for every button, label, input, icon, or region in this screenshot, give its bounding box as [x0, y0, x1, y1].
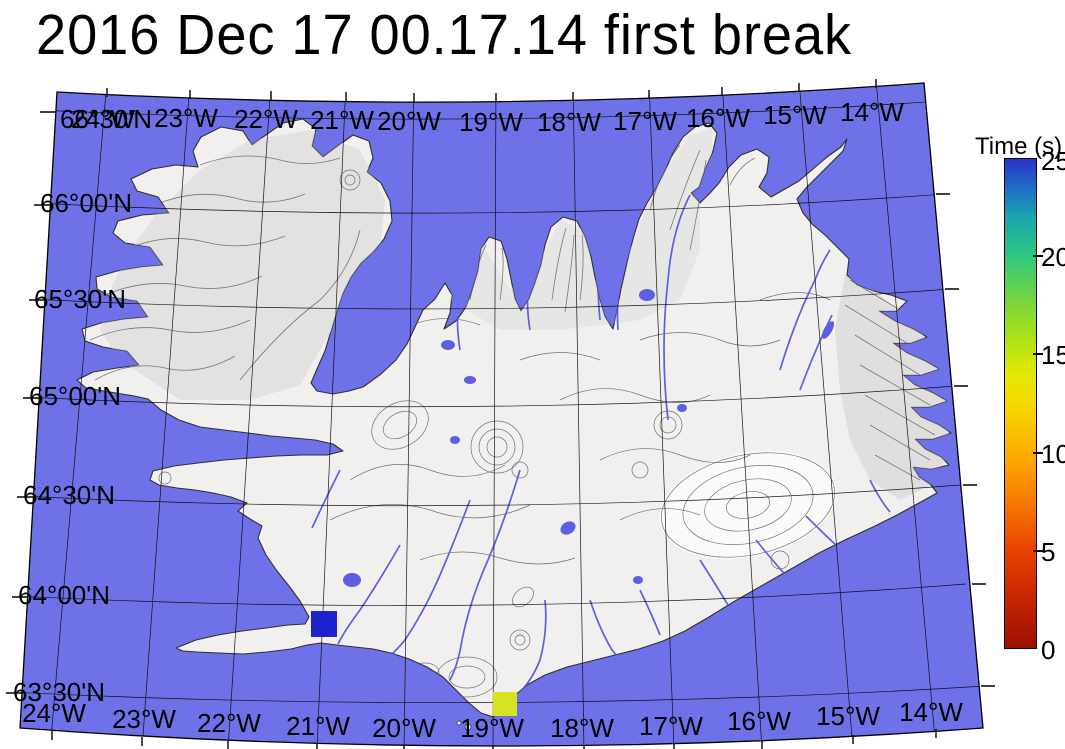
grid-label-top-66-30n: 66°30'N: [60, 104, 152, 134]
grid-label-bottom-16w: 16°W: [727, 706, 791, 736]
grid-label-left-64-30n: 64°30'N: [23, 480, 115, 510]
colorbar-tick-0: 0: [1041, 635, 1056, 665]
grid-label-top-23w: 23°W: [154, 103, 218, 133]
grid-label-top-15w: 15°W: [763, 100, 827, 130]
grid-label-top-18w: 18°W: [537, 107, 601, 137]
grid-label-bottom-19w: 19°W: [460, 713, 524, 743]
map-frame: [19, 82, 984, 747]
lakes: [343, 289, 835, 587]
grid-label-left-64-00n: 64°00'N: [18, 580, 110, 610]
colorbar-gradient: [1005, 159, 1036, 648]
grid-label-top-22w: 22°W: [234, 104, 298, 134]
offshore-islands: [456, 720, 472, 731]
grid-label-left-63-30n: 63°30'N: [13, 677, 105, 707]
colorbar-tickmark-15: [1033, 353, 1043, 355]
grid-label-top-21w: 21°W: [310, 105, 374, 135]
grid-label-top-20w: 20°W: [377, 106, 441, 136]
grid-label-top-16w: 16°W: [686, 103, 750, 133]
grid-label-bottom-23w: 23°W: [112, 704, 176, 734]
grid-label-left-65-30n: 65°30'N: [34, 284, 126, 314]
colorbar-tick-20: 20: [1041, 242, 1065, 272]
grid-label-top-14w: 14°W: [840, 97, 904, 127]
station-marker-south: [493, 692, 517, 716]
grid-label-left-65-00n: 65°00'N: [29, 381, 121, 411]
colorbar-tick-25: 25: [1041, 146, 1065, 176]
grid-label-bottom-15w: 15°W: [816, 701, 880, 731]
colorbar-tickmark-20: [1033, 255, 1043, 257]
grid-label-bottom-18w: 18°W: [550, 713, 614, 743]
grid-label-top-24w: 24°W: [71, 104, 135, 134]
graticule: [20, 83, 983, 746]
colorbar-tick-15: 15: [1041, 340, 1065, 370]
colorbar-tick-10: 10: [1041, 439, 1065, 469]
grid-label-bottom-24w: 24°W: [22, 698, 86, 728]
colorbar-tickmark-10: [1033, 452, 1043, 454]
grid-label-top-19w: 19°W: [459, 107, 523, 137]
colorbar: [1004, 158, 1037, 649]
station-marker-west: [311, 611, 337, 637]
colorbar-title: Time (s): [975, 133, 1063, 160]
grid-label-bottom-20w: 20°W: [372, 713, 436, 743]
grid-label-bottom-17w: 17°W: [639, 711, 703, 741]
grid-label-bottom-21w: 21°W: [286, 711, 350, 741]
grid-label-bottom-14w: 14°W: [899, 697, 963, 727]
grid-label-bottom-22w: 22°W: [197, 708, 261, 738]
colorbar-tickmark-5: [1033, 550, 1043, 552]
grid-label-top-17w: 17°W: [613, 106, 677, 136]
grid-label-left-66-00n: 66°00'N: [40, 188, 132, 218]
colorbar-tick-5: 5: [1041, 537, 1056, 567]
page-title: 2016 Dec 17 00.17.14 first break: [36, 3, 853, 67]
